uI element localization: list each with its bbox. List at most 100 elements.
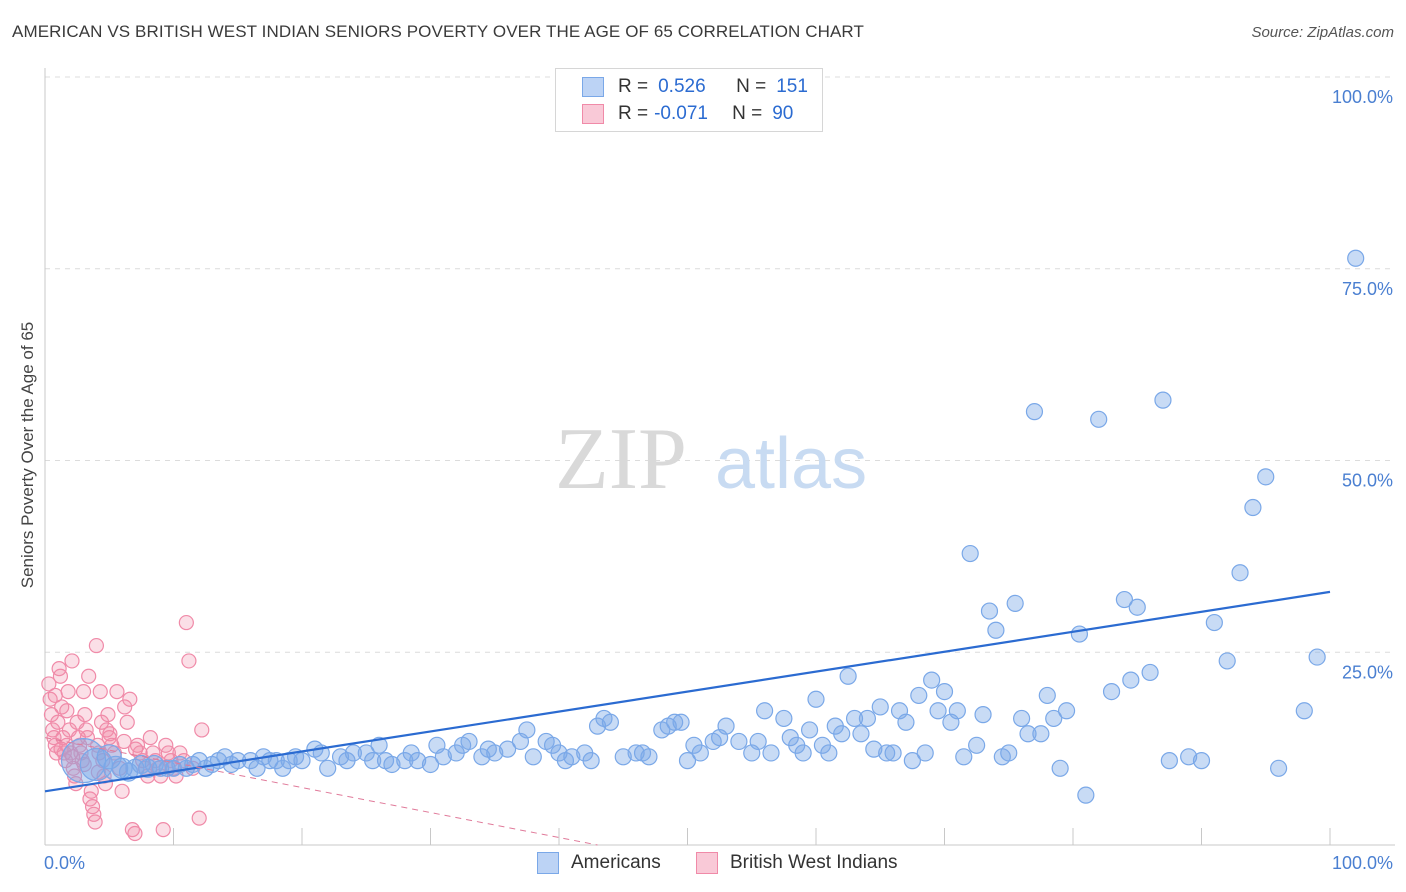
bwi-point	[60, 683, 76, 700]
bwi-point	[181, 653, 197, 669]
bwi-point	[45, 722, 61, 738]
bwi-point	[81, 668, 97, 684]
legend-item-americans[interactable]: Americans	[537, 852, 661, 874]
bwi-point	[178, 614, 194, 631]
bwi-point	[114, 783, 130, 799]
american-point	[845, 709, 864, 728]
bwi-point	[92, 683, 108, 700]
american-point	[518, 721, 536, 739]
american-point	[614, 748, 632, 766]
american-point	[1154, 391, 1172, 409]
bwi-point	[59, 703, 75, 719]
american-point	[409, 752, 427, 770]
american-point	[383, 755, 401, 774]
y-tick-label: 25.0%	[1342, 662, 1393, 682]
american-point	[1057, 702, 1076, 720]
american-point	[1025, 403, 1044, 421]
bwi-legend-swatch	[696, 852, 718, 874]
bwi-point	[194, 722, 210, 738]
bwi-point	[41, 676, 57, 692]
american-point	[1128, 598, 1146, 616]
bwi-series	[41, 614, 210, 842]
american-point	[987, 621, 1005, 639]
y-tick-label: 100.0%	[1332, 87, 1393, 107]
bwi-point	[65, 749, 81, 765]
american-point	[421, 755, 440, 774]
bwi-point	[90, 764, 106, 780]
x-tick-label: 0.0%	[44, 853, 85, 873]
bwi-point	[83, 783, 99, 799]
trend-lines	[44, 590, 1331, 846]
legend-n-label: N =	[736, 76, 767, 97]
american-point	[916, 744, 934, 762]
american-point	[1218, 652, 1236, 670]
american-point	[1070, 625, 1089, 643]
american-point	[1244, 498, 1262, 517]
american-point	[582, 752, 600, 770]
american-point	[826, 717, 844, 735]
tick-labels: 25.0% 50.0% 75.0% 100.0% 0.0% 100.0%	[44, 87, 1393, 873]
american-point	[364, 752, 382, 770]
american-point	[1269, 759, 1288, 777]
american-point	[980, 602, 999, 620]
american-point	[1295, 702, 1313, 720]
american-point	[839, 667, 857, 685]
y-tick-label: 50.0%	[1342, 471, 1393, 491]
american-point	[1192, 752, 1211, 770]
american-point	[293, 752, 311, 770]
american-point	[968, 736, 986, 754]
legend-r-label: R =	[618, 76, 649, 97]
american-point	[627, 744, 645, 762]
american-point	[434, 748, 452, 766]
american-point	[1122, 671, 1140, 689]
american-point	[884, 744, 902, 762]
american-point	[865, 740, 883, 758]
american-point	[974, 706, 992, 724]
legend-item-bwi[interactable]: British West Indians	[696, 852, 898, 874]
american-point	[1141, 663, 1159, 682]
americans-legend-label: Americans	[571, 852, 661, 873]
american-point	[1006, 594, 1024, 612]
legend-n-label: N =	[732, 103, 763, 124]
x-tick-label: 100.0%	[1332, 853, 1393, 873]
american-point	[1180, 748, 1198, 766]
american-point	[1019, 725, 1037, 743]
americans-swatch	[582, 77, 604, 97]
american-point	[1231, 564, 1249, 582]
y-tick-label: 75.0%	[1342, 279, 1393, 299]
bwi-point	[84, 799, 101, 815]
american-point	[678, 752, 697, 770]
american-point	[1077, 786, 1095, 804]
bwi-point	[47, 687, 63, 704]
bwi-point	[102, 726, 118, 742]
americans-trendline	[44, 590, 1331, 793]
american-point	[897, 713, 915, 731]
american-point	[935, 682, 954, 701]
american-point	[878, 744, 896, 762]
legend-r-value: -0.071	[654, 103, 708, 124]
american-point	[1160, 752, 1178, 770]
source-label: Source: ZipAtlas.com	[1251, 24, 1394, 41]
bwi-point	[142, 730, 158, 746]
american-point	[807, 690, 825, 708]
stats-legend: R = 0.526 N = 151 R = -0.071 N = 90	[555, 68, 823, 132]
american-point	[852, 725, 870, 743]
american-point	[1102, 682, 1121, 701]
legend-n-value: 151	[776, 76, 808, 97]
american-point	[1000, 744, 1018, 762]
legend-r-label: R =	[618, 103, 649, 124]
american-point	[755, 702, 774, 720]
american-point	[1038, 686, 1056, 705]
american-point	[499, 740, 517, 758]
bwi-point	[119, 714, 135, 730]
american-point	[903, 752, 921, 770]
american-point	[762, 744, 780, 762]
american-point	[1045, 709, 1063, 728]
bwi-point	[51, 660, 67, 677]
american-point	[923, 671, 941, 689]
american-point	[1257, 468, 1275, 486]
bwi-point	[75, 683, 92, 700]
bwi-point	[100, 707, 116, 723]
american-point	[486, 744, 504, 762]
